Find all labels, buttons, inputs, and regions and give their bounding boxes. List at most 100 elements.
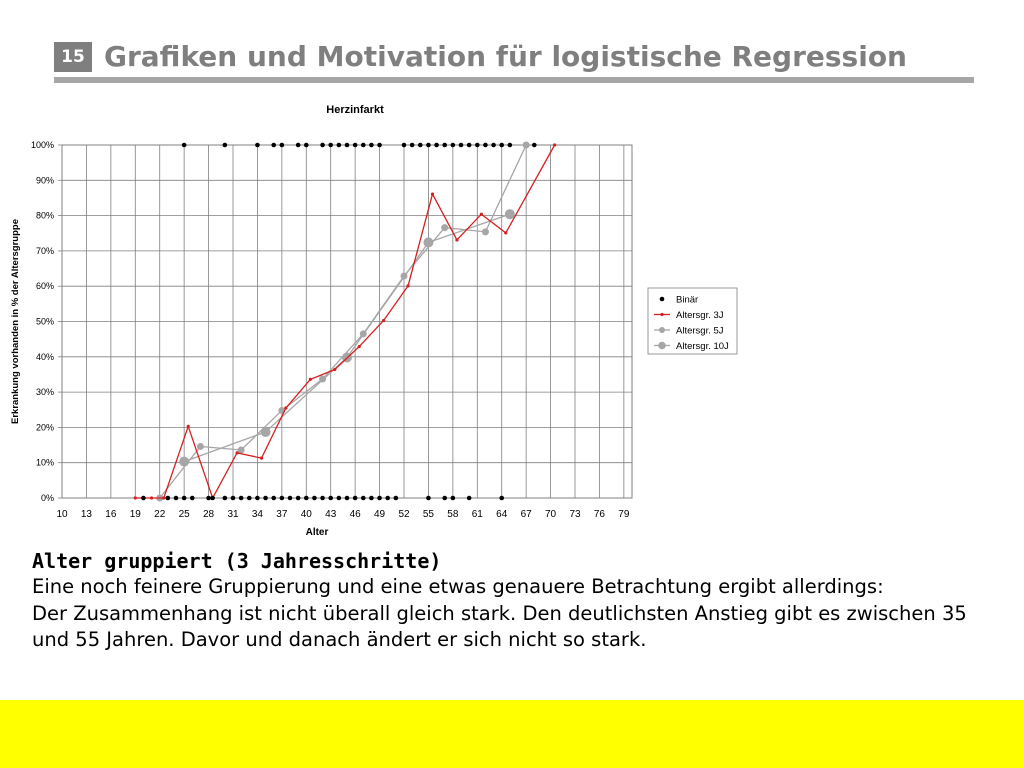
x-tick-label: 49 [374,509,386,520]
y-tick-label: 30% [36,387,54,397]
y-tick-label: 0% [41,493,54,503]
x-tick-label: 76 [594,509,606,520]
binaer-point [466,495,472,501]
chart-title: Herzinfarkt [326,104,384,116]
x-tick-label: 25 [179,509,191,520]
altersgr-5j-point [441,224,449,232]
x-tick-label: 61 [472,509,484,520]
binaer-point [360,142,366,148]
binaer-point [393,495,399,501]
y-tick-label: 80% [36,211,54,221]
binaer-point [426,142,431,148]
binaer-point [181,142,187,148]
legend-swatch-marker [660,312,664,317]
x-tick-label: 52 [398,509,410,520]
y-tick-label: 100% [31,140,54,150]
binaer-point [344,495,350,501]
y-tick-label: 50% [36,317,54,327]
legend-entry: Altersgr. 10J [676,341,729,352]
altersgr-3j-point [235,451,239,455]
binaer-point [271,142,277,148]
altersgr-5j-point [237,446,245,454]
x-tick-label: 13 [81,509,93,520]
altersgr-3j-point [479,212,483,216]
legend-swatch-marker [658,341,666,350]
binaer-point [426,495,431,501]
y-tick-label: 70% [36,246,54,256]
x-tick-label: 28 [203,509,215,520]
legend-swatch-marker [659,327,665,333]
title-underline [54,77,974,83]
binaer-point [377,142,382,148]
altersgr-5j-line [159,144,527,499]
binaer-point [434,142,439,148]
binaer-point [165,495,171,501]
binaer-point [328,495,334,501]
binaer-point [271,495,277,501]
y-tick-label: 20% [36,422,54,432]
binaer-point [303,142,309,148]
binaer-point [352,142,358,148]
x-tick-label: 22 [154,509,166,520]
y-tick-label: 40% [36,352,54,362]
legend-entry: Binär [676,295,698,306]
x-tick-label: 37 [276,509,288,520]
binaer-point [141,495,146,501]
binaer-point [181,495,187,501]
binaer-point [246,495,252,501]
altersgr-3j-point [455,238,459,242]
x-tick-label: 73 [569,509,581,520]
binaer-point [499,495,505,501]
legend-swatch-marker [659,296,665,302]
binaer-point [458,142,464,148]
x-tick-label: 70 [545,509,557,520]
binaer-point [483,142,488,148]
altersgr-3j-point [504,231,508,235]
altersgr-10j-point [260,426,271,437]
binaer-point [336,142,342,148]
y-tick-label: 60% [36,281,54,291]
altersgr-3j-point [162,496,166,500]
binaer-point [320,142,325,148]
altersgr-3j-line [135,144,556,500]
binaer-point [474,142,480,148]
binaer-point [385,495,391,501]
altersgr-3j-point [553,143,557,147]
altersgr-3j-point [259,456,264,460]
binaer-point [450,495,456,501]
binaer-point [499,142,505,148]
binaer-point [263,495,268,501]
slide-number: 15 [54,42,92,72]
binaer-point [409,142,415,148]
binaer-point [417,142,423,148]
binaer-point [222,495,228,501]
x-tick-label: 43 [325,509,337,520]
x-tick-label: 67 [521,509,533,520]
x-tick-label: 34 [252,509,264,520]
altersgr-3j-point [357,344,361,349]
binaer-point [255,142,260,148]
binaer-point [295,495,301,501]
footer-band [0,700,1024,768]
y-axis-label: Erkrankung vorhanden in % der Altersgrup… [10,219,21,424]
binaer-point [336,495,342,501]
binaer-point [238,495,244,501]
altersgr-3j-point [186,424,190,428]
altersgr-3j-point [406,284,410,288]
binaer-point [173,495,179,501]
slide-title: Grafiken und Motivation für logistische … [104,40,907,73]
binaer-point [279,142,285,148]
binaer-point [287,495,293,501]
body-heading: Alter gruppiert (3 Jahresschritte) [32,549,442,573]
altersgr-3j-point [333,367,337,372]
legend-entry: Altersgr. 3J [676,310,724,321]
binaer-point [531,142,537,148]
x-tick-label: 31 [227,509,239,520]
x-tick-label: 40 [301,509,313,520]
altersgr-5j-point [196,442,204,450]
altersgr-5j-point [359,330,367,338]
x-tick-label: 46 [350,509,362,520]
binaer-point [230,495,236,501]
binaer-point [401,142,407,148]
binaer-point [450,142,456,148]
